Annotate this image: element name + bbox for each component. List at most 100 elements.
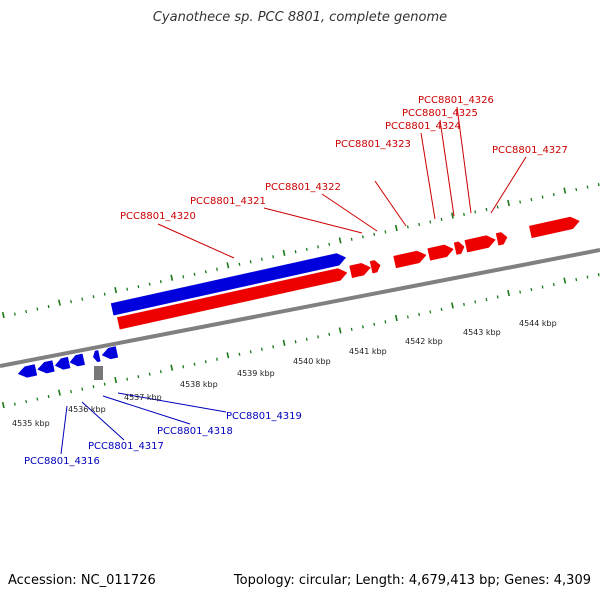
forward-gene-arrow — [427, 244, 454, 261]
lower-minor-tick — [294, 340, 297, 344]
gene-track — [17, 216, 580, 380]
lower-major-tick — [114, 377, 118, 384]
forward-gene-arrow — [349, 263, 371, 278]
map-title: Cyanothece sp. PCC 8801, complete genome — [152, 10, 448, 25]
lower-minor-tick — [373, 322, 376, 326]
lower-minor-tick — [92, 385, 95, 389]
leader-line — [157, 223, 235, 259]
lower-major-tick — [338, 327, 342, 334]
leader-line — [117, 392, 227, 413]
scale-label: 4536 kbp — [68, 405, 106, 414]
forward-gene-label: PCC8801_4322 — [265, 182, 341, 193]
upper-minor-tick — [429, 220, 432, 224]
lower-minor-tick — [586, 275, 589, 279]
upper-minor-tick — [159, 280, 162, 284]
lower-major-tick — [282, 339, 286, 346]
upper-minor-tick — [440, 217, 443, 222]
leader-line — [490, 156, 527, 214]
upper-minor-tick — [92, 295, 95, 299]
accession-text: Accession: NC_011726 — [8, 573, 156, 588]
lower-major-tick — [451, 302, 454, 309]
lower-minor-tick — [204, 360, 207, 364]
upper-minor-tick — [530, 197, 533, 202]
upper-minor-tick — [552, 192, 555, 197]
forward-gene-label: PCC8801_4321 — [190, 196, 266, 207]
leader-line — [102, 395, 191, 425]
leader-line — [263, 207, 363, 234]
upper-minor-tick — [463, 212, 465, 217]
lower-minor-tick — [103, 382, 106, 386]
lower-major-tick — [170, 364, 174, 371]
lower-minor-tick — [305, 337, 308, 341]
forward-gene-label: PCC8801_4323 — [335, 139, 411, 150]
leader-line — [456, 106, 472, 214]
lower-minor-tick — [440, 307, 443, 312]
upper-minor-tick — [406, 225, 409, 229]
upper-minor-tick — [496, 205, 499, 209]
forward-gene-arrow — [117, 268, 348, 330]
forward-gene-arrow — [393, 250, 427, 269]
lower-minor-tick — [249, 350, 252, 354]
scale-label: 4540 kbp — [293, 357, 331, 366]
scale-label: 4541 kbp — [349, 347, 387, 356]
upper-minor-tick — [47, 304, 50, 309]
scale-label: 4535 kbp — [12, 419, 50, 428]
scale-label: 4537 kbp — [124, 393, 162, 402]
scale-label: 4542 kbp — [405, 337, 443, 346]
leader-line — [374, 180, 407, 227]
genome-stats-text: Topology: circular; Length: 4,679,413 bp… — [233, 573, 591, 588]
upper-minor-tick — [182, 275, 185, 279]
upper-major-tick — [451, 212, 454, 219]
upper-minor-tick — [361, 235, 364, 239]
upper-minor-tick — [103, 292, 106, 296]
scale-label: 4543 kbp — [463, 328, 501, 337]
leader-line — [439, 119, 455, 217]
upper-major-tick — [338, 237, 342, 244]
upper-tick-track — [1, 182, 600, 319]
upper-major-tick — [226, 262, 230, 269]
upper-minor-tick — [418, 222, 421, 227]
lower-minor-tick — [272, 345, 275, 349]
upper-minor-tick — [328, 242, 331, 246]
reverse-gene-label: PCC8801_4318 — [157, 426, 233, 437]
lower-minor-tick — [575, 277, 578, 282]
lower-minor-tick — [47, 394, 50, 399]
upper-minor-tick — [305, 247, 308, 251]
upper-minor-tick — [260, 257, 263, 261]
reverse-gene-label: PCC8801_4316 — [24, 456, 100, 467]
upper-minor-tick — [586, 185, 589, 189]
reverse-gene-arrow — [54, 356, 71, 370]
reverse-gene-label: PCC8801_4319 — [226, 411, 302, 422]
lower-minor-tick — [260, 347, 263, 351]
upper-minor-tick — [317, 245, 320, 249]
lower-minor-tick — [13, 402, 16, 406]
upper-minor-tick — [294, 250, 297, 254]
forward-gene-label: PCC8801_4324 — [385, 121, 461, 132]
lower-major-tick — [58, 389, 61, 396]
backbone-line — [0, 248, 600, 368]
upper-minor-tick — [81, 297, 84, 301]
forward-gene-arrow — [529, 216, 580, 239]
scale-labels: 4535 kbp 4536 kbp 4537 kbp 4538 kbp 4539 kbp… — [12, 319, 557, 428]
lower-minor-tick — [137, 375, 140, 379]
forward-gene-arrow — [453, 241, 465, 255]
forward-gene-label: PCC8801_4326 — [418, 95, 494, 106]
lower-minor-tick — [70, 389, 73, 394]
lower-minor-tick — [328, 332, 331, 336]
upper-minor-tick — [148, 282, 151, 286]
lower-minor-tick — [36, 397, 39, 401]
upper-minor-tick — [36, 307, 39, 311]
upper-minor-tick — [384, 230, 387, 234]
lower-minor-tick — [193, 362, 196, 366]
leader-line — [420, 132, 436, 220]
lower-minor-tick — [361, 325, 364, 329]
upper-major-tick — [394, 224, 398, 232]
upper-minor-tick — [474, 210, 477, 214]
forward-gene-arrow — [495, 232, 508, 246]
lower-minor-tick — [463, 302, 465, 307]
upper-minor-tick — [597, 182, 600, 187]
forward-gene-label: PCC8801_4325 — [402, 108, 478, 119]
upper-minor-tick — [249, 260, 252, 264]
lower-minor-tick — [429, 310, 432, 314]
